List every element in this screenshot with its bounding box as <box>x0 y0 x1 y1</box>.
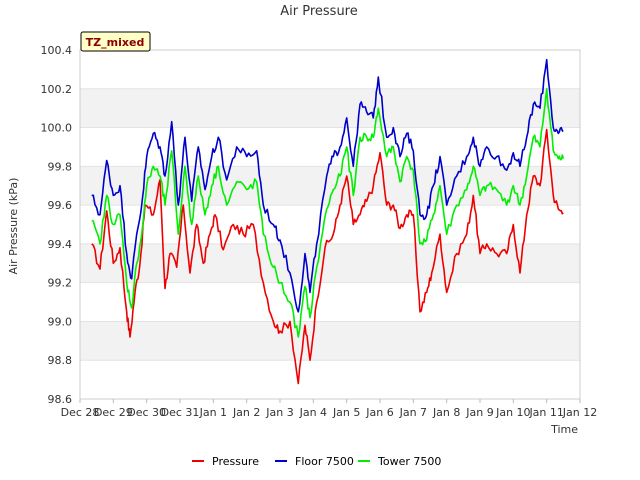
plot-band <box>80 88 580 128</box>
y-tick-label: 98.8 <box>48 354 73 367</box>
series-line-tower-7500 <box>91 88 565 338</box>
tz-badge-text: TZ_mixed <box>86 36 145 49</box>
tz-badge: TZ_mixed <box>80 31 151 52</box>
y-axis-ticks: 98.6 98.8 99.0 99.2 99.4 99.6 99.8 100.0 100.2 10… <box>41 44 73 406</box>
y-tick-label: 99.6 <box>48 199 73 212</box>
x-tick-label: Jan 3 <box>265 406 293 419</box>
plot-band <box>80 360 580 399</box>
plot-background <box>80 50 580 399</box>
x-tick-label: Jan 8 <box>432 406 460 419</box>
y-tick-label: 99.0 <box>48 315 73 328</box>
chart-title: Air Pressure <box>280 4 358 19</box>
x-tick-label: Dec 28 <box>61 406 100 419</box>
x-tick-label: Jan 2 <box>232 406 260 419</box>
plot-band <box>80 321 580 361</box>
x-tick-label: Jan 6 <box>365 406 393 419</box>
x-tick-label: Dec 30 <box>127 406 166 419</box>
y-tick-label: 98.6 <box>48 393 73 406</box>
x-tick-label: Jan 11 <box>528 406 563 419</box>
series-lines <box>91 58 565 385</box>
legend-label: Pressure <box>212 455 259 468</box>
plot-frame <box>79 49 581 400</box>
legend-label: Tower 7500 <box>377 455 441 468</box>
x-tick-label: Jan 12 <box>562 406 597 419</box>
series-line-floor-7500 <box>91 58 564 313</box>
y-tick-label: 100.0 <box>41 122 73 135</box>
y-tick-label: 99.4 <box>48 238 73 251</box>
x-tick-label: Dec 29 <box>94 406 133 419</box>
legend: Pressure Floor 7500 Tower 7500 <box>192 455 441 468</box>
x-tick-label: Jan 7 <box>399 406 427 419</box>
y-axis-label: Air Pressure (kPa) <box>7 178 20 275</box>
y-tick-label: 100.4 <box>41 44 73 57</box>
x-tick-label: Jan 10 <box>495 406 530 419</box>
y-tick-label: 99.8 <box>48 160 73 173</box>
x-axis-label: Time <box>550 423 578 436</box>
y-tick-label: 99.2 <box>48 277 73 290</box>
x-tick-label: Jan 1 <box>199 406 227 419</box>
x-tick-label: Dec 31 <box>161 406 200 419</box>
x-tick-label: Jan 9 <box>465 406 493 419</box>
series-line-pressure <box>91 128 564 385</box>
legend-label: Floor 7500 <box>295 455 354 468</box>
plot-band <box>80 50 580 89</box>
y-tick-label: 100.2 <box>41 83 73 96</box>
tz-badge-box <box>80 31 151 52</box>
plot-band <box>80 282 580 322</box>
x-tick-label: Jan 5 <box>332 406 360 419</box>
x-tick-label: Jan 4 <box>299 406 327 419</box>
